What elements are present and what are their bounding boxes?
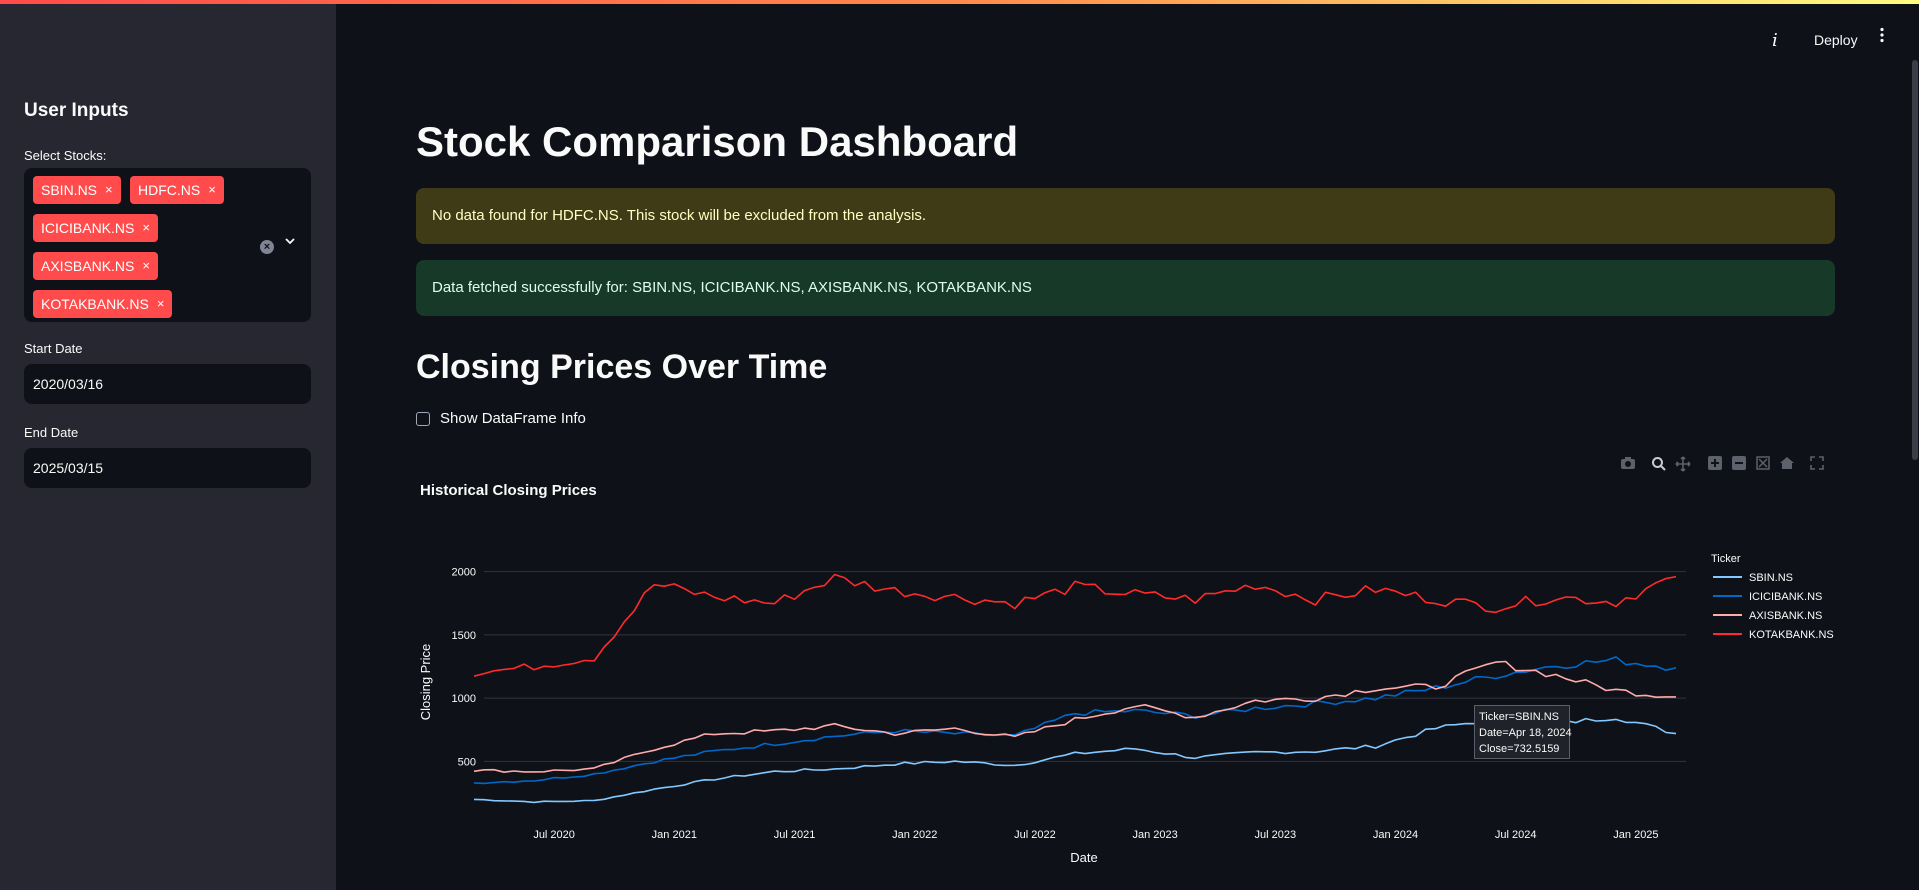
chart-axis-ticks: 500 1000 1500 2000 Jul 2020 Jan 2021 Jul 2021 J… xyxy=(452,567,1659,841)
remove-tag-icon[interactable]: × xyxy=(142,258,150,273)
deploy-button[interactable]: Deploy xyxy=(1814,32,1858,48)
dataframe-info-toggle[interactable]: Show DataFrame Info xyxy=(416,410,586,427)
chevron-down-icon[interactable] xyxy=(284,234,296,250)
x-tick-label: Jan 2024 xyxy=(1373,829,1418,841)
x-tick-label: Jan 2021 xyxy=(652,829,697,841)
stock-tag: SBIN.NS × xyxy=(33,176,121,204)
success-alert: Data fetched successfully for: SBIN.NS, … xyxy=(416,260,1835,316)
chart-title: Historical Closing Prices xyxy=(420,482,597,499)
x-tick-label: Jan 2023 xyxy=(1132,829,1177,841)
chart-legend: Ticker SBIN.NS ICICIBANK.NS AXISBANK.NS KOTA… xyxy=(1711,553,1834,641)
x-tick-label: Jul 2020 xyxy=(533,829,575,841)
y-axis-label: Closing Price xyxy=(418,644,433,721)
chart-series xyxy=(473,573,1677,804)
x-tick-label: Jan 2025 xyxy=(1613,829,1658,841)
remove-tag-icon[interactable]: × xyxy=(105,182,113,197)
legend-label: KOTAKBANK.NS xyxy=(1749,629,1834,641)
x-tick-label: Jul 2022 xyxy=(1014,829,1056,841)
legend-label: ICICIBANK.NS xyxy=(1749,591,1822,603)
stock-tag: ICICIBANK.NS × xyxy=(33,214,158,242)
end-date-input[interactable]: 2025/03/15 xyxy=(24,448,311,488)
y-tick-label: 500 xyxy=(458,756,476,768)
clear-all-icon[interactable]: × xyxy=(260,240,274,254)
zoom-out-icon[interactable] xyxy=(1732,456,1746,473)
zoom-icon[interactable] xyxy=(1651,456,1667,475)
sidebar-title: User Inputs xyxy=(24,100,129,121)
info-icon[interactable]: i xyxy=(1772,30,1778,51)
x-tick-label: Jul 2021 xyxy=(774,829,816,841)
stock-tag: KOTAKBANK.NS × xyxy=(33,290,173,318)
sidebar: User Inputs Select Stocks: SBIN.NS × HDF… xyxy=(0,4,336,890)
warning-alert: No data found for HDFC.NS. This stock wi… xyxy=(416,188,1835,244)
x-tick-label: Jan 2022 xyxy=(892,829,937,841)
pan-icon[interactable] xyxy=(1675,456,1691,475)
remove-tag-icon[interactable]: × xyxy=(156,296,165,311)
legend-title: Ticker xyxy=(1711,553,1741,565)
top-decoration-stripe xyxy=(0,0,1919,4)
stock-multiselect[interactable]: SBIN.NS × HDFC.NS × ICICIBANK.NS × AXISB… xyxy=(24,168,311,322)
legend-label: SBIN.NS xyxy=(1749,572,1793,584)
more-menu-icon[interactable] xyxy=(1877,27,1887,43)
home-icon[interactable] xyxy=(1779,456,1795,473)
page-scrollbar[interactable] xyxy=(1912,60,1918,460)
remove-tag-icon[interactable]: × xyxy=(208,182,216,197)
x-tick-label: Jul 2023 xyxy=(1255,829,1297,841)
stock-tag: HDFC.NS × xyxy=(130,176,224,204)
hover-tooltip: Ticker=SBIN.NS Date=Apr 18, 2024 Close=7… xyxy=(1474,705,1572,759)
fullscreen-icon[interactable] xyxy=(1810,456,1824,473)
start-date-label: Start Date xyxy=(24,341,83,356)
section-title: Closing Prices Over Time xyxy=(416,348,828,386)
checkbox[interactable] xyxy=(416,411,430,426)
select-stocks-label: Select Stocks: xyxy=(24,148,107,163)
remove-tag-icon[interactable]: × xyxy=(142,220,150,235)
x-axis-label: Date xyxy=(1070,850,1097,865)
y-tick-label: 1000 xyxy=(452,693,476,705)
start-date-input[interactable]: 2020/03/16 xyxy=(24,364,311,404)
x-tick-label: Jul 2024 xyxy=(1495,829,1537,841)
checkbox-label: Show DataFrame Info xyxy=(440,410,586,427)
y-tick-label: 2000 xyxy=(452,567,476,579)
zoom-in-icon[interactable] xyxy=(1708,456,1722,473)
page-title: Stock Comparison Dashboard xyxy=(416,118,1019,165)
camera-icon[interactable] xyxy=(1620,456,1636,473)
series-line xyxy=(473,573,1677,677)
autoscale-icon[interactable] xyxy=(1756,456,1770,473)
legend-label: AXISBANK.NS xyxy=(1749,610,1822,622)
stock-tag: AXISBANK.NS × xyxy=(33,252,158,280)
end-date-label: End Date xyxy=(24,425,79,440)
y-tick-label: 1500 xyxy=(452,630,476,642)
